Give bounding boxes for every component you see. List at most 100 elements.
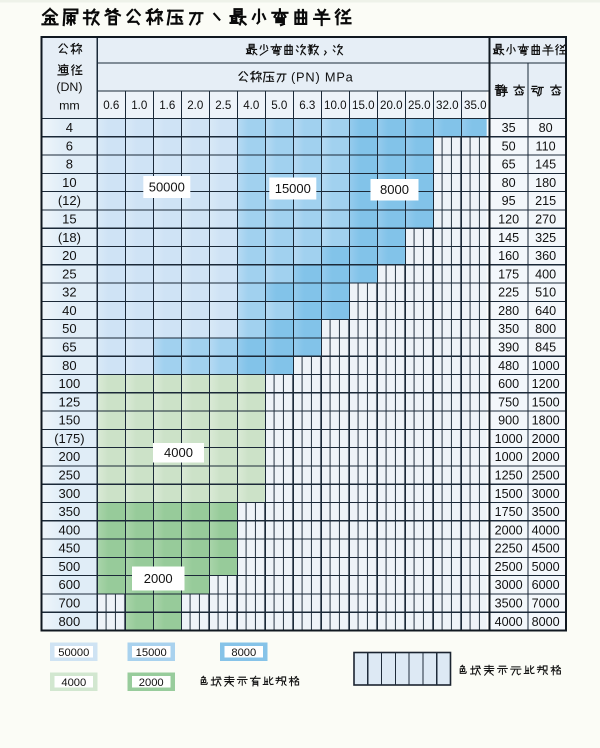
svg-text:20: 20 [62, 248, 76, 263]
svg-text:50000: 50000 [58, 647, 89, 659]
svg-text:40: 40 [62, 303, 76, 318]
svg-text:3000: 3000 [495, 578, 523, 592]
svg-text:100: 100 [59, 376, 81, 391]
svg-text:5.0: 5.0 [271, 99, 287, 112]
svg-text:180: 180 [535, 176, 556, 190]
svg-text:390: 390 [498, 341, 519, 355]
svg-text:225: 225 [498, 286, 519, 300]
svg-text:480: 480 [498, 359, 519, 373]
svg-text:80: 80 [502, 176, 516, 190]
svg-text:125: 125 [59, 394, 81, 409]
svg-text:800: 800 [535, 322, 556, 336]
svg-text:mm: mm [59, 99, 80, 113]
svg-text:6: 6 [66, 138, 73, 153]
svg-text:1250: 1250 [495, 469, 523, 483]
svg-text:110: 110 [536, 139, 556, 153]
svg-text:35.0: 35.0 [464, 99, 487, 112]
svg-text:2500: 2500 [532, 469, 560, 483]
svg-text:600: 600 [498, 377, 519, 391]
svg-text:(12): (12) [58, 193, 81, 208]
svg-text:4000: 4000 [532, 523, 560, 537]
svg-text:510: 510 [535, 286, 556, 300]
svg-text:3500: 3500 [495, 597, 523, 611]
svg-text:750: 750 [498, 395, 519, 409]
svg-text:25.0: 25.0 [408, 99, 431, 112]
svg-text:600: 600 [59, 577, 81, 592]
svg-text:700: 700 [59, 596, 81, 611]
svg-text:4000: 4000 [164, 445, 193, 460]
svg-text:350: 350 [498, 322, 519, 336]
svg-text:10: 10 [62, 175, 76, 190]
svg-text:2000: 2000 [532, 450, 560, 464]
svg-text:50: 50 [502, 139, 516, 153]
svg-text:1500: 1500 [495, 487, 523, 501]
svg-text:65: 65 [502, 158, 516, 172]
svg-text:2000: 2000 [144, 571, 173, 586]
svg-text:4000: 4000 [495, 615, 523, 629]
svg-text:2000: 2000 [532, 432, 560, 446]
svg-text:450: 450 [59, 541, 81, 556]
svg-text:2000: 2000 [139, 677, 164, 689]
svg-text:0.6: 0.6 [103, 99, 119, 112]
svg-text:2.5: 2.5 [215, 99, 231, 112]
svg-text:4000: 4000 [61, 677, 86, 689]
svg-text:15000: 15000 [275, 181, 311, 196]
svg-text:5000: 5000 [532, 560, 560, 574]
svg-text:120: 120 [498, 213, 519, 227]
svg-text:175: 175 [498, 267, 519, 281]
svg-text:145: 145 [498, 231, 519, 245]
svg-text:250: 250 [59, 468, 81, 483]
svg-text:160: 160 [498, 249, 519, 263]
svg-text:1800: 1800 [532, 414, 560, 428]
svg-text:2000: 2000 [495, 523, 523, 537]
svg-text:50000: 50000 [149, 180, 185, 195]
svg-text:(18): (18) [58, 230, 81, 245]
svg-text:640: 640 [535, 304, 556, 318]
svg-text:150: 150 [59, 413, 81, 428]
svg-text:3500: 3500 [532, 505, 560, 519]
svg-text:80: 80 [539, 121, 553, 135]
svg-text:300: 300 [59, 486, 81, 501]
svg-text:32.0: 32.0 [436, 99, 459, 112]
svg-text:1000: 1000 [495, 450, 523, 464]
svg-text:15.0: 15.0 [352, 99, 375, 112]
svg-text:8000: 8000 [532, 615, 560, 629]
svg-text:3000: 3000 [532, 487, 560, 501]
svg-text:2.0: 2.0 [187, 99, 203, 112]
svg-text:10.0: 10.0 [324, 99, 347, 112]
svg-text:6.3: 6.3 [299, 99, 315, 112]
svg-text:6000: 6000 [532, 578, 560, 592]
svg-text:350: 350 [59, 504, 81, 519]
svg-text:(PN) MPa: (PN) MPa [291, 70, 354, 85]
svg-text:32: 32 [62, 285, 76, 300]
svg-text:8: 8 [66, 157, 73, 172]
svg-text:1000: 1000 [532, 359, 560, 373]
svg-text:4500: 4500 [532, 542, 560, 556]
svg-text:8000: 8000 [380, 182, 409, 197]
svg-text:1.0: 1.0 [131, 99, 147, 112]
svg-text:15000: 15000 [136, 647, 167, 659]
svg-text:95: 95 [502, 194, 516, 208]
svg-text:35: 35 [502, 121, 516, 135]
svg-text:215: 215 [535, 194, 556, 208]
svg-text:845: 845 [535, 341, 556, 355]
svg-text:(175): (175) [54, 431, 84, 446]
svg-text:1.6: 1.6 [159, 99, 175, 112]
svg-text:500: 500 [59, 559, 81, 574]
svg-text:(DN): (DN) [56, 80, 82, 94]
svg-text:7000: 7000 [532, 597, 560, 611]
svg-text:65: 65 [62, 340, 76, 355]
svg-text:360: 360 [535, 249, 556, 263]
svg-text:400: 400 [59, 522, 81, 537]
svg-text:800: 800 [59, 614, 81, 629]
svg-text:4: 4 [66, 120, 73, 135]
svg-text:325: 325 [535, 231, 556, 245]
svg-text:900: 900 [498, 414, 519, 428]
svg-text:80: 80 [62, 358, 76, 373]
svg-text:4.0: 4.0 [243, 99, 259, 112]
svg-text:2500: 2500 [495, 560, 523, 574]
svg-text:1750: 1750 [495, 505, 523, 519]
svg-text:20.0: 20.0 [380, 99, 403, 112]
svg-text:270: 270 [535, 213, 556, 227]
svg-text:145: 145 [535, 158, 556, 172]
